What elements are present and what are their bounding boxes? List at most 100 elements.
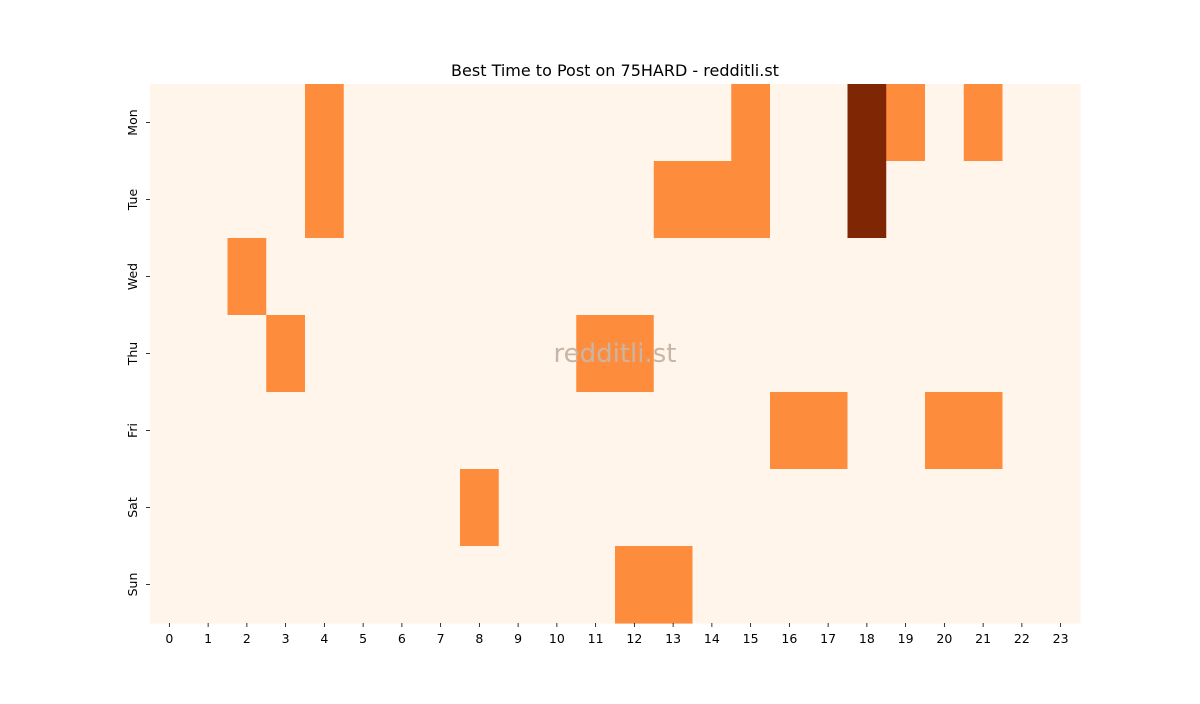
heatmap-cell	[266, 238, 306, 316]
x-tick-label: 11	[588, 631, 604, 646]
x-tick-label: 0	[165, 631, 173, 646]
heatmap-cell	[460, 315, 500, 393]
heatmap-cell	[1041, 469, 1081, 547]
heatmap-cell	[808, 392, 849, 470]
heatmap-cell	[421, 315, 461, 393]
heatmap-cell	[343, 315, 384, 393]
heatmap-cell	[576, 161, 616, 239]
x-tick-label: 14	[704, 631, 720, 646]
heatmap-cell	[615, 315, 655, 393]
x-axis-ticks: 0 1 2 3 4 5 6 7 8 9 10 11 12 13 14 15 16 17 18 19 20 21 22 23	[165, 623, 1069, 646]
heatmap-cell	[653, 469, 694, 547]
heatmap-cell	[343, 546, 384, 624]
heatmap-cell	[382, 392, 422, 470]
heatmap-cell	[847, 546, 887, 624]
heatmap-cell	[1002, 392, 1042, 470]
y-tick-label: Sat	[125, 497, 140, 518]
heatmap-cell	[1041, 238, 1081, 316]
heatmap-cell	[1002, 469, 1042, 547]
heatmap-cell	[150, 546, 190, 624]
heatmap-cell	[343, 84, 384, 162]
heatmap-cell	[770, 84, 810, 162]
heatmap-cell	[963, 469, 1004, 547]
heatmap-cell	[498, 161, 539, 239]
heatmap-cell	[150, 392, 190, 470]
heatmap-cell	[343, 469, 384, 547]
heatmap-cell	[653, 161, 694, 239]
heatmap-cell	[266, 315, 306, 393]
heatmap-cell	[460, 84, 500, 162]
heatmap-cell	[1002, 315, 1042, 393]
heatmap-cell	[615, 392, 655, 470]
heatmap-cell	[886, 161, 926, 239]
heatmap-cell	[847, 315, 887, 393]
heatmap-cell	[576, 392, 616, 470]
heatmap-cell	[576, 315, 616, 393]
heatmap-cell	[1041, 392, 1081, 470]
heatmap-cell	[421, 392, 461, 470]
x-tick-label: 12	[626, 631, 642, 646]
heatmap-cell	[770, 238, 810, 316]
heatmap-cell	[925, 546, 965, 624]
heatmap-cell	[498, 315, 539, 393]
heatmap-cell	[576, 238, 616, 316]
heatmap-cell	[382, 84, 422, 162]
x-tick-label: 22	[1014, 631, 1030, 646]
heatmap-cell	[382, 238, 422, 316]
heatmap-cell	[188, 161, 229, 239]
heatmap-cell	[227, 546, 267, 624]
heatmap-cell	[421, 238, 461, 316]
heatmap-cell	[498, 546, 539, 624]
heatmap-cell	[576, 546, 616, 624]
heatmap-cell	[227, 238, 267, 316]
heatmap-cell	[150, 469, 190, 547]
heatmap-cell	[615, 469, 655, 547]
heatmap-cell	[188, 546, 229, 624]
heatmap-cell	[305, 392, 345, 470]
heatmap-cell	[925, 315, 965, 393]
heatmap-cell	[227, 315, 267, 393]
heatmap-cell	[266, 84, 306, 162]
heatmap-cell	[343, 161, 384, 239]
heatmap-cell	[537, 469, 577, 547]
heatmap-cell	[692, 392, 732, 470]
heatmap-cell	[653, 238, 694, 316]
heatmap-cell	[886, 315, 926, 393]
heatmap-cell	[1041, 546, 1081, 624]
heatmap-cell	[266, 546, 306, 624]
heatmap-cell	[1041, 161, 1081, 239]
heatmap-cell	[808, 315, 849, 393]
heatmap-cell	[305, 469, 345, 547]
heatmap-cell	[537, 315, 577, 393]
x-tick-label: 23	[1053, 631, 1069, 646]
heatmap-cell	[770, 315, 810, 393]
heatmap-cell	[537, 392, 577, 470]
heatmap-cell	[692, 84, 732, 162]
heatmap-cell	[227, 469, 267, 547]
heatmap-cell	[770, 546, 810, 624]
heatmap-cell	[305, 161, 345, 239]
heatmap-cell	[1041, 84, 1081, 162]
y-tick-label: Thu	[125, 342, 140, 366]
heatmap-cell	[925, 84, 965, 162]
x-tick-label: 21	[975, 631, 991, 646]
x-tick-label: 7	[437, 631, 445, 646]
heatmap-cell	[692, 315, 732, 393]
heatmap-cell	[963, 238, 1004, 316]
heatmap-cell	[498, 84, 539, 162]
heatmap-cell	[925, 238, 965, 316]
heatmap-cell	[886, 84, 926, 162]
heatmap-cell	[1041, 315, 1081, 393]
x-tick-label: 10	[549, 631, 565, 646]
heatmap-cell	[925, 469, 965, 547]
y-tick-label: Fri	[125, 423, 140, 438]
y-tick-label: Sun	[125, 573, 140, 597]
heatmap-cell	[808, 546, 849, 624]
heatmap-cell	[731, 392, 771, 470]
heatmap-cell	[188, 84, 229, 162]
heatmap-cell	[421, 84, 461, 162]
heatmap-cell	[808, 469, 849, 547]
heatmap-cell	[498, 469, 539, 547]
heatmap-cell	[460, 469, 500, 547]
